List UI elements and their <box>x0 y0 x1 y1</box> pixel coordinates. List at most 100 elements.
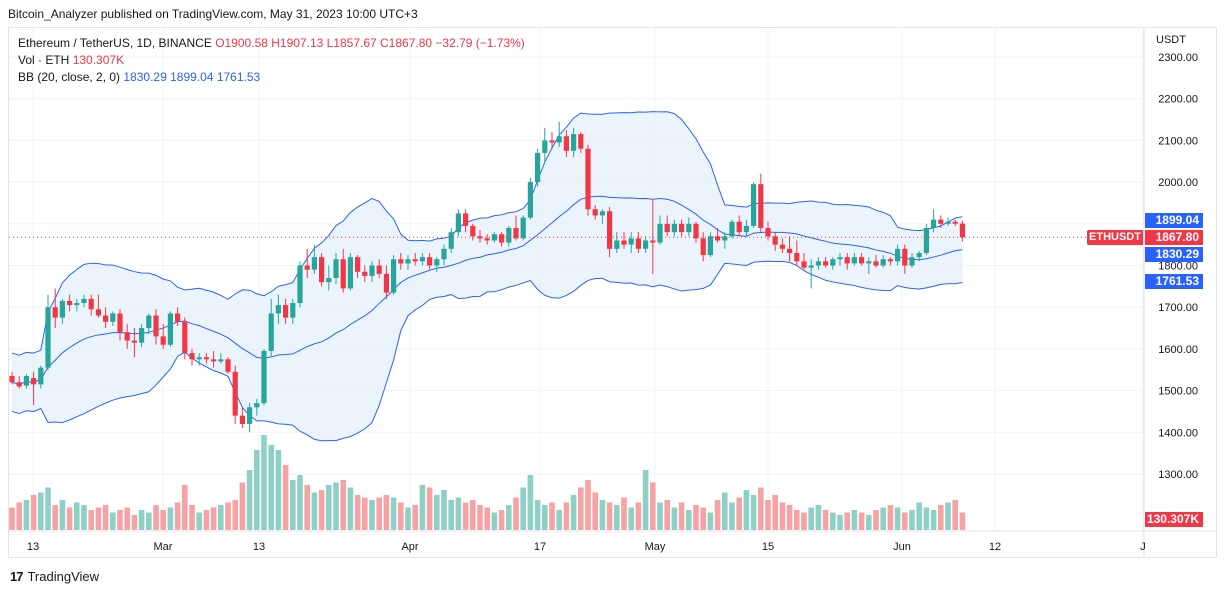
candle-body[interactable] <box>189 353 195 360</box>
candle-body[interactable] <box>787 248 793 253</box>
candle-body[interactable] <box>304 265 310 270</box>
candle-body[interactable] <box>182 321 188 354</box>
candle-body[interactable] <box>283 305 289 318</box>
candle-body[interactable] <box>196 357 202 360</box>
candle-body[interactable] <box>268 313 274 351</box>
candle-body[interactable] <box>261 350 267 404</box>
candle-body[interactable] <box>275 305 281 314</box>
candle-body[interactable] <box>887 259 893 262</box>
candle-body[interactable] <box>391 259 397 293</box>
candle-body[interactable] <box>477 236 483 239</box>
candle-body[interactable] <box>16 382 22 387</box>
footer[interactable]: 17 TradingView <box>10 569 99 584</box>
candle-body[interactable] <box>880 259 886 266</box>
candle-body[interactable] <box>938 219 944 224</box>
candle-body[interactable] <box>743 225 749 233</box>
candle-body[interactable] <box>326 278 332 283</box>
candle-body[interactable] <box>103 315 109 322</box>
candle-body[interactable] <box>542 140 548 153</box>
candle-body[interactable] <box>319 257 325 283</box>
candle-body[interactable] <box>758 184 764 228</box>
candle-body[interactable] <box>664 223 670 233</box>
candle-body[interactable] <box>74 303 80 306</box>
candle-body[interactable] <box>866 261 872 264</box>
candle-body[interactable] <box>549 140 555 143</box>
candle-body[interactable] <box>931 219 937 228</box>
candle-body[interactable] <box>715 236 721 241</box>
candle-body[interactable] <box>736 221 742 233</box>
candle-body[interactable] <box>362 271 368 276</box>
candle-body[interactable] <box>571 134 577 151</box>
candle-body[interactable] <box>455 213 461 233</box>
candle-body[interactable] <box>851 257 857 264</box>
candle-body[interactable] <box>146 315 152 329</box>
candle-body[interactable] <box>31 378 37 385</box>
candle-body[interactable] <box>239 415 245 424</box>
candle-body[interactable] <box>902 248 908 266</box>
candle-body[interactable] <box>506 227 512 243</box>
candle-body[interactable] <box>707 236 713 256</box>
candle-body[interactable] <box>657 223 663 243</box>
candle-body[interactable] <box>376 265 382 274</box>
candle-body[interactable] <box>563 136 569 151</box>
candle-body[interactable] <box>117 313 123 333</box>
candle-body[interactable] <box>311 257 317 270</box>
candle-body[interactable] <box>347 257 353 289</box>
candle-body[interactable] <box>621 240 627 245</box>
candle-body[interactable] <box>729 221 735 237</box>
candle-body[interactable] <box>297 265 303 304</box>
candle-body[interactable] <box>218 359 224 362</box>
candle-body[interactable] <box>945 221 951 224</box>
candle-body[interactable] <box>535 152 541 183</box>
candle-body[interactable] <box>383 273 389 293</box>
candle-body[interactable] <box>873 261 879 266</box>
candle-body[interactable] <box>765 227 771 237</box>
candle-body[interactable] <box>779 244 785 249</box>
candle-body[interactable] <box>160 336 166 345</box>
candle-body[interactable] <box>909 257 915 266</box>
candle-body[interactable] <box>923 227 929 253</box>
candle-body[interactable] <box>463 213 469 226</box>
candle-body[interactable] <box>124 332 130 341</box>
candle-body[interactable] <box>81 298 87 304</box>
candle-body[interactable] <box>225 359 231 372</box>
candle-body[interactable] <box>614 240 620 249</box>
candle-body[interactable] <box>513 227 519 239</box>
candle-body[interactable] <box>23 376 29 386</box>
candle-body[interactable] <box>419 257 425 262</box>
candle-body[interactable] <box>635 238 641 249</box>
candle-body[interactable] <box>808 265 814 268</box>
candle-body[interactable] <box>434 259 440 266</box>
candle-body[interactable] <box>175 313 181 322</box>
candle-body[interactable] <box>607 211 613 249</box>
candle-body[interactable] <box>578 134 584 149</box>
candle-body[interactable] <box>470 225 476 237</box>
candle-body[interactable] <box>693 223 699 239</box>
candle-body[interactable] <box>59 300 65 318</box>
candle-body[interactable] <box>679 223 685 233</box>
candle-body[interactable] <box>801 261 807 268</box>
candle-body[interactable] <box>95 309 101 316</box>
candle-body[interactable] <box>167 313 173 345</box>
candle-body[interactable] <box>491 234 497 241</box>
candle-body[interactable] <box>110 313 116 322</box>
candle-body[interactable] <box>247 407 253 424</box>
candle-body[interactable] <box>355 257 361 272</box>
candle-body[interactable] <box>398 259 404 264</box>
candle-body[interactable] <box>722 236 728 241</box>
candle-body[interactable] <box>650 240 656 243</box>
candle-body[interactable] <box>52 307 58 318</box>
candle-body[interactable] <box>592 209 598 216</box>
candle-body[interactable] <box>830 259 836 266</box>
candle-body[interactable] <box>211 359 217 362</box>
chart-frame[interactable] <box>8 27 1217 558</box>
candle-body[interactable] <box>254 403 260 408</box>
candle-body[interactable] <box>844 257 850 264</box>
candle-body[interactable] <box>45 307 51 368</box>
candle-body[interactable] <box>959 223 965 238</box>
candle-body[interactable] <box>441 248 447 260</box>
candle-body[interactable] <box>815 261 821 266</box>
candle-body[interactable] <box>751 184 757 226</box>
candle-body[interactable] <box>499 234 505 243</box>
candle-body[interactable] <box>153 315 159 337</box>
